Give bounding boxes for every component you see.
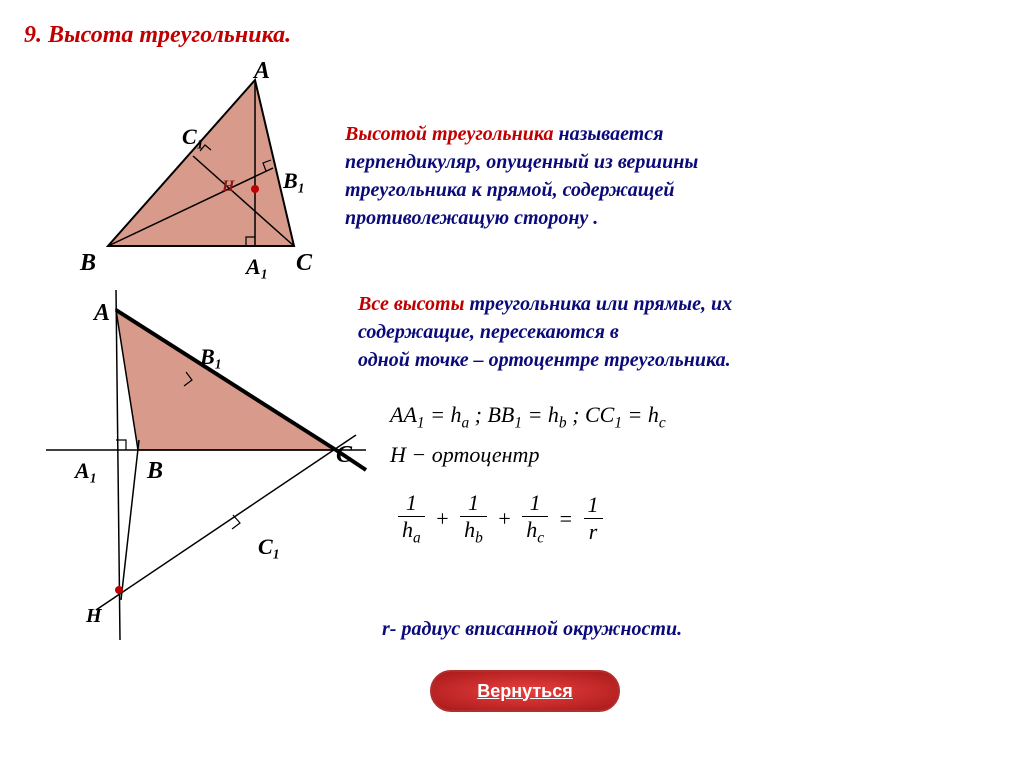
back-button[interactable]: Вернуться: [430, 670, 620, 712]
heights-radius-formula: 1ha + 1hb + 1hc = 1r: [398, 490, 603, 547]
radius-note: r- радиус вписанной окружности.: [382, 618, 682, 641]
definition-l2: перпендикуляр, опущенный из вершины: [345, 151, 698, 173]
orthocenter-h1: [251, 185, 259, 193]
orthocenter-eq: H − ортоцентр: [390, 442, 539, 468]
label-b1: B₁: [283, 168, 305, 194]
label2-a1: A₁: [75, 458, 97, 484]
theorem-r1: треугольника или прямые, их: [464, 293, 732, 315]
orthocenter-h2: [115, 586, 123, 594]
line-bh: [121, 440, 139, 600]
label2-c1: C₁: [258, 534, 280, 560]
label2-h: H: [86, 605, 102, 628]
back-button-label: Вернуться: [477, 681, 573, 702]
theorem-l3: одной точке – ортоцентре треугольника.: [358, 349, 731, 371]
definition-l1: называется: [553, 123, 663, 145]
definition-term: Высотой треугольника: [345, 123, 553, 145]
slide-page: 9. Высота треугольника. A B C A₁ B₁ C₁ Н…: [0, 0, 1024, 768]
label-b: B: [80, 250, 96, 277]
label-a1: A₁: [246, 254, 268, 280]
heights-equalities: AA1 = ha ; BB1 = hb ; CC1 = hc: [390, 402, 666, 432]
theorem-block: Все высоты треугольника или прямые, их с…: [358, 290, 732, 374]
label2-c: C: [336, 442, 352, 469]
label-h1: Н: [222, 178, 234, 196]
label2-a: A: [94, 300, 110, 327]
definition-l4: противолежащую сторону .: [345, 207, 598, 229]
label2-b: B: [147, 458, 163, 485]
line-ch: [96, 435, 356, 610]
page-title: 9. Высота треугольника.: [24, 22, 291, 49]
theorem-l2: содержащие, пересекаются в: [358, 321, 619, 343]
label-c1: C₁: [182, 124, 204, 150]
theorem-lead: Все высоты: [358, 293, 464, 315]
label-a: A: [254, 58, 270, 85]
definition-l3: треугольника к прямой, содержащей: [345, 179, 674, 201]
definition-block: Высотой треугольника называется перпенди…: [345, 120, 698, 232]
label-c: C: [296, 250, 312, 277]
label2-b1: B₁: [200, 344, 222, 370]
